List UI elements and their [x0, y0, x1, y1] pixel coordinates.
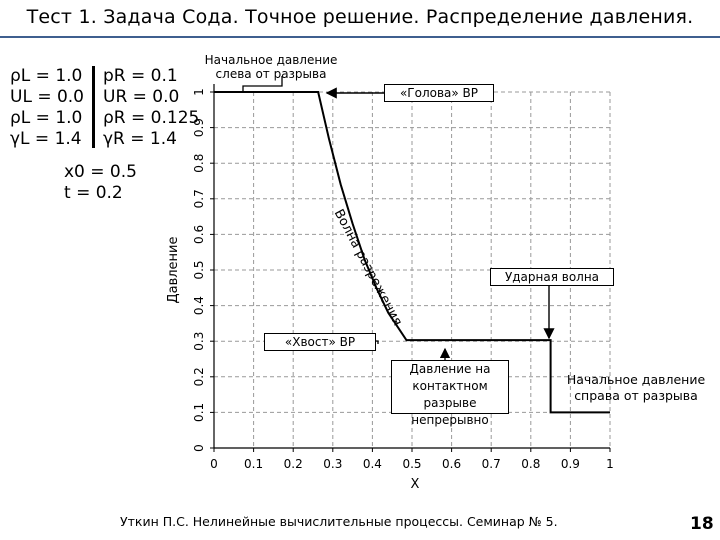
param-right-3: ρR = 0.125 — [103, 108, 200, 128]
chart-axes — [210, 84, 611, 452]
y-tick-label: 0.8 — [192, 154, 206, 173]
y-tick-label: 0.5 — [192, 260, 206, 279]
param-right-1: pR = 0.1 — [103, 66, 178, 86]
title-rule — [0, 36, 720, 38]
x-tick-label: 0.4 — [363, 457, 382, 471]
y-tick-label: 1 — [192, 88, 206, 96]
page-number: 18 — [690, 514, 714, 534]
pressure-line — [214, 91, 610, 414]
x-tick-label: 0.1 — [244, 457, 263, 471]
shock-label: Ударная волна — [490, 268, 614, 286]
y-tick-label: 0.6 — [192, 225, 206, 244]
right-state-params: pR = 0.1 UR = 0.0 ρR = 0.125 γR = 1.4 — [103, 66, 199, 150]
left-state-params: ρL = 1.0 UL = 0.0 ρL = 1.0 γL = 1.4 — [10, 66, 84, 150]
x-tick-label: 0.3 — [323, 457, 342, 471]
tail-label: «Хвост» ВР — [264, 333, 376, 351]
param-left-3: ρL = 1.0 — [10, 108, 83, 128]
param-right-2: UR = 0.0 — [103, 87, 180, 107]
y-axis-label: Давление — [166, 236, 181, 303]
y-tick-label: 0.9 — [192, 118, 206, 137]
x-tick-label: 1 — [606, 457, 614, 471]
chart-series — [214, 91, 610, 414]
x-axis-label: X — [411, 477, 420, 492]
chart-tick-labels: 0 0.1 0.2 0.3 0.4 0.5 0.6 0.7 0.8 0.9 1 0 0.1 0.2 0.3 0… — [166, 88, 614, 492]
x0-label: x0 = 0.5 — [64, 162, 137, 182]
page-title: Тест 1. Задача Сода. Точное решение. Рас… — [26, 6, 694, 28]
param-left-4: γL = 1.4 — [10, 129, 82, 149]
head-label: «Голова» ВР — [384, 84, 494, 102]
y-tick-label: 0.1 — [192, 403, 206, 422]
x-tick-label: 0.7 — [482, 457, 501, 471]
x-tick-label: 0.6 — [442, 457, 461, 471]
footer-text: Уткин П.С. Нелинейные вычислительные про… — [120, 514, 558, 529]
contact-label: Давление на контактном разрыве непрерывн… — [391, 360, 509, 427]
initial-right-callout: Начальное давление справа от разрыва — [566, 372, 706, 403]
params-divider — [92, 66, 95, 148]
param-left-1: ρL = 1.0 — [10, 66, 83, 86]
x-tick-label: 0.5 — [402, 457, 421, 471]
y-tick-label: 0.4 — [192, 296, 206, 315]
param-right-4: γR = 1.4 — [103, 129, 177, 149]
param-left-2: UL = 0.0 — [10, 87, 85, 107]
y-tick-label: 0.3 — [192, 332, 206, 351]
x-tick-label: 0.9 — [561, 457, 580, 471]
y-tick-label: 0.2 — [192, 367, 206, 386]
y-tick-label: 0 — [192, 444, 206, 452]
initial-left-callout: Начальное давление слева от разрыва — [204, 53, 338, 81]
x-tick-label: 0 — [210, 457, 218, 471]
x-tick-label: 0.2 — [284, 457, 303, 471]
initial-left-connector — [242, 76, 283, 92]
initial-conditions: x0 = 0.5 t = 0.2 — [64, 162, 137, 204]
t-label: t = 0.2 — [64, 183, 123, 203]
x-tick-label: 0.8 — [521, 457, 540, 471]
y-tick-label: 0.7 — [192, 189, 206, 208]
